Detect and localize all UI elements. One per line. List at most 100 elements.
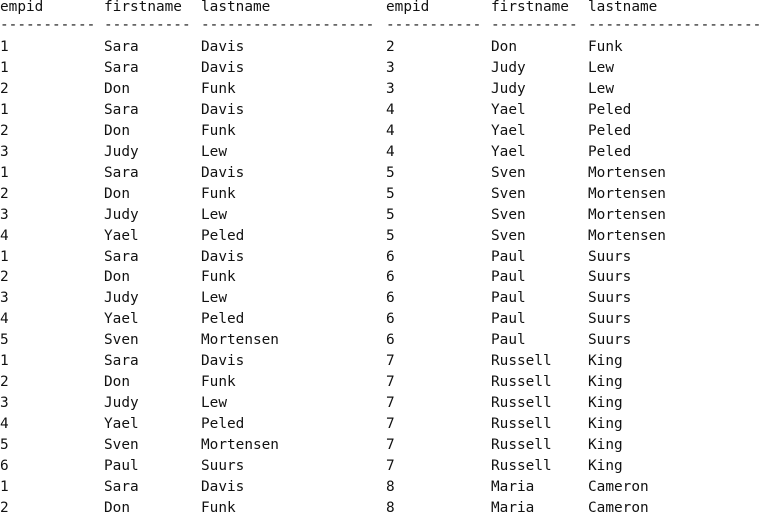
cell: 7	[386, 395, 395, 412]
cell: Lew	[201, 395, 227, 412]
cell: Paul	[491, 248, 526, 265]
cell: 4	[386, 101, 395, 118]
cell: King	[588, 374, 623, 391]
cell: Davis	[201, 101, 245, 118]
table-row: 1 Sara Davis 2 Don Funk	[0, 37, 761, 58]
cell: 2	[0, 122, 9, 139]
table-row: 1 Sara Davis 8 Maria Cameron	[0, 477, 761, 498]
cell: Don	[104, 185, 130, 202]
cell: 6	[386, 332, 395, 349]
separator-row: ----------- ---------- -------------------…	[0, 15, 761, 36]
table-row: 1 Sara Davis 3 Judy Lew	[0, 58, 761, 79]
cell: Peled	[201, 227, 245, 244]
cell: 3	[0, 143, 9, 160]
cell: 6	[386, 269, 395, 286]
cell: 6	[386, 290, 395, 307]
cell: Russell	[491, 437, 552, 454]
cell: 2	[0, 269, 9, 286]
cell: Mortensen	[201, 437, 279, 454]
cell: Russell	[491, 353, 552, 370]
header-row: empid firstname lastname empid firstname last…	[0, 0, 761, 18]
cell: Funk	[201, 80, 236, 97]
separator-row-cell: -----------	[386, 17, 482, 33]
cell: Peled	[201, 416, 245, 433]
cell: 6	[386, 311, 395, 328]
header-row-cell: firstname	[491, 0, 569, 15]
cell: 4	[0, 227, 9, 244]
header-row-cell: empid	[386, 0, 430, 15]
cell: 7	[386, 374, 395, 391]
table-row: 4 Yael Peled 7 Russell King	[0, 414, 761, 435]
cell: Lew	[201, 206, 227, 223]
cell: Russell	[491, 395, 552, 412]
table-row: 3 Judy Lew 6 Paul Suurs	[0, 288, 761, 309]
cell: 5	[386, 185, 395, 202]
cell: 4	[0, 416, 9, 433]
cell: Yael	[491, 143, 526, 160]
cell: King	[588, 437, 623, 454]
cell: Judy	[104, 206, 139, 223]
cell: Judy	[104, 290, 139, 307]
cell: King	[588, 353, 623, 370]
cell: 3	[386, 80, 395, 97]
cell: 1	[0, 39, 9, 55]
cell: 4	[0, 311, 9, 328]
cell: Lew	[588, 59, 614, 76]
cell: Sven	[491, 164, 526, 181]
cell: 7	[386, 437, 395, 454]
cell: Sara	[104, 248, 139, 265]
cell: Sara	[104, 478, 139, 495]
table-row: 1 Sara Davis 4 Yael Peled	[0, 100, 761, 121]
cell: Sara	[104, 353, 139, 370]
header-row-cell: lastname	[588, 0, 658, 15]
header-row-cell: empid	[0, 0, 44, 15]
cell: 3	[0, 206, 9, 223]
cell: 7	[386, 458, 395, 474]
table-row: 2 Don Funk 4 Yael Peled	[0, 121, 761, 142]
cell: 4	[386, 122, 395, 139]
cell: Davis	[201, 59, 245, 76]
cell: 4	[386, 143, 395, 160]
cell: Sven	[491, 227, 526, 244]
cell: Suurs	[588, 248, 632, 265]
cell: Sara	[104, 39, 139, 55]
cell: Don	[104, 122, 130, 139]
table-row: 1 Sara Davis 7 Russell King	[0, 351, 761, 372]
separator-row-cell: --------------------	[588, 17, 761, 33]
cell: 1	[0, 478, 9, 495]
cell: Paul	[104, 458, 139, 474]
cell: Suurs	[588, 269, 632, 286]
cell: Suurs	[201, 458, 245, 474]
cell: Funk	[201, 499, 236, 516]
cell: Funk	[201, 122, 236, 139]
table-row: 3 Judy Lew 5 Sven Mortensen	[0, 205, 761, 226]
cell: King	[588, 416, 623, 433]
cell: King	[588, 395, 623, 412]
cell: Sven	[491, 185, 526, 202]
table-row: 2 Don Funk 6 Paul Suurs	[0, 267, 761, 288]
cell: Yael	[104, 227, 139, 244]
table-row: 5 Sven Mortensen 6 Paul Suurs	[0, 330, 761, 351]
cell: Don	[104, 499, 130, 516]
cell: Sven	[491, 206, 526, 223]
cell: 1	[0, 59, 9, 76]
table-row: 4 Yael Peled 6 Paul Suurs	[0, 309, 761, 330]
cell: 8	[386, 499, 395, 516]
cell: Peled	[588, 143, 632, 160]
cell: Don	[104, 269, 130, 286]
cell: Don	[104, 374, 130, 391]
separator-row-cell: --------------------	[201, 17, 375, 33]
cell: Russell	[491, 374, 552, 391]
cell: Cameron	[588, 499, 649, 516]
cell: Yael	[104, 416, 139, 433]
cell: 7	[386, 416, 395, 433]
cell: 2	[0, 185, 9, 202]
cell: Judy	[491, 59, 526, 76]
separator-row-cell: -----------	[0, 17, 96, 33]
cell: King	[588, 458, 623, 474]
cell: Funk	[201, 269, 236, 286]
cell: Funk	[201, 374, 236, 391]
table-row: 1 Sara Davis 6 Paul Suurs	[0, 247, 761, 268]
cell: Yael	[491, 101, 526, 118]
table-row: 2 Don Funk 3 Judy Lew	[0, 79, 761, 100]
